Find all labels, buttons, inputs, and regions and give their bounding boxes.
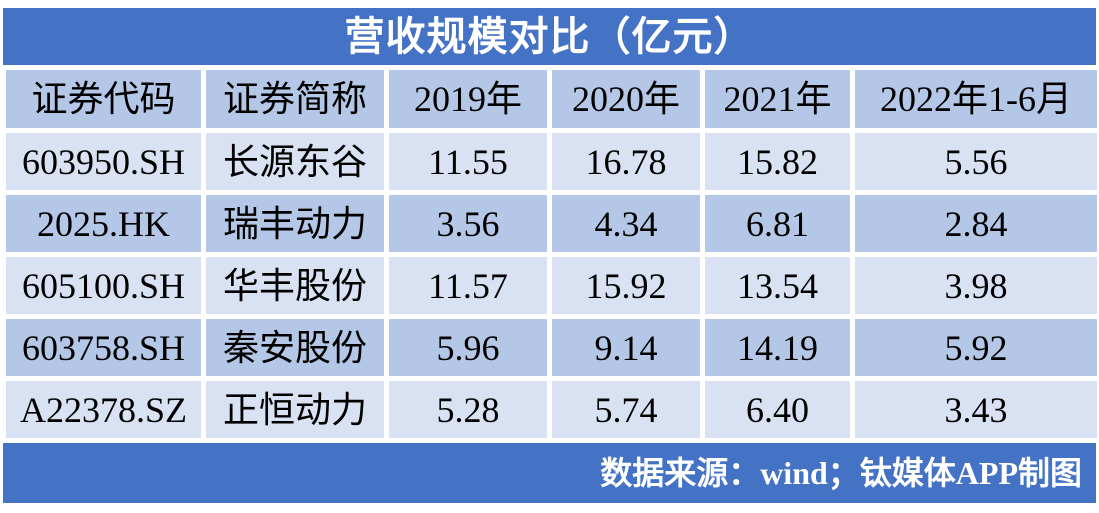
cell-name: 华丰股份 xyxy=(206,257,384,314)
cell-code: 2025.HK xyxy=(6,195,201,252)
column-header-2022h1: 2022年1-6月 xyxy=(855,70,1097,128)
cell-2021: 14.19 xyxy=(705,319,850,376)
cell-2020: 16.78 xyxy=(552,133,700,190)
table-row: A22378.SZ 正恒动力 5.28 5.74 6.40 3.43 xyxy=(6,381,1097,438)
cell-2022h1: 5.56 xyxy=(855,133,1097,190)
cell-2020: 5.74 xyxy=(552,381,700,438)
cell-2019: 5.28 xyxy=(389,381,547,438)
column-header-2021: 2021年 xyxy=(705,70,850,128)
cell-name: 长源东谷 xyxy=(206,133,384,190)
cell-2021: 15.82 xyxy=(705,133,850,190)
cell-2019: 3.56 xyxy=(389,195,547,252)
table-row: 605100.SH 华丰股份 11.57 15.92 13.54 3.98 xyxy=(6,257,1097,314)
cell-name: 秦安股份 xyxy=(206,319,384,376)
revenue-comparison-table: 证券代码 证券简称 2019年 2020年 2021年 2022年1-6月 60… xyxy=(1,65,1099,443)
cell-2022h1: 3.98 xyxy=(855,257,1097,314)
table-row: 2025.HK 瑞丰动力 3.56 4.34 6.81 2.84 xyxy=(6,195,1097,252)
cell-2019: 11.55 xyxy=(389,133,547,190)
cell-2022h1: 2.84 xyxy=(855,195,1097,252)
cell-2019: 5.96 xyxy=(389,319,547,376)
cell-name: 正恒动力 xyxy=(206,381,384,438)
cell-code: 605100.SH xyxy=(6,257,201,314)
title-bar: 营收规模对比（亿元） xyxy=(3,8,1096,65)
cell-code: A22378.SZ xyxy=(6,381,201,438)
cell-code: 603758.SH xyxy=(6,319,201,376)
data-source-text: 数据来源：wind；钛媒体APP制图 xyxy=(600,455,1082,491)
column-header-2020: 2020年 xyxy=(552,70,700,128)
cell-name: 瑞丰动力 xyxy=(206,195,384,252)
cell-2020: 9.14 xyxy=(552,319,700,376)
cell-2022h1: 5.92 xyxy=(855,319,1097,376)
footer-bar: 数据来源：wind；钛媒体APP制图 xyxy=(3,443,1096,503)
cell-2020: 4.34 xyxy=(552,195,700,252)
cell-2019: 11.57 xyxy=(389,257,547,314)
cell-2021: 6.81 xyxy=(705,195,850,252)
column-header-name: 证券简称 xyxy=(206,70,384,128)
cell-2022h1: 3.43 xyxy=(855,381,1097,438)
table-row: 603950.SH 长源东谷 11.55 16.78 15.82 5.56 xyxy=(6,133,1097,190)
cell-2021: 13.54 xyxy=(705,257,850,314)
cell-2021: 6.40 xyxy=(705,381,850,438)
page-title: 营收规模对比（亿元） xyxy=(344,13,755,59)
column-header-code: 证券代码 xyxy=(6,70,201,128)
column-header-2019: 2019年 xyxy=(389,70,547,128)
table-row: 603758.SH 秦安股份 5.96 9.14 14.19 5.92 xyxy=(6,319,1097,376)
cell-code: 603950.SH xyxy=(6,133,201,190)
cell-2020: 15.92 xyxy=(552,257,700,314)
header-row: 证券代码 证券简称 2019年 2020年 2021年 2022年1-6月 xyxy=(6,70,1097,128)
